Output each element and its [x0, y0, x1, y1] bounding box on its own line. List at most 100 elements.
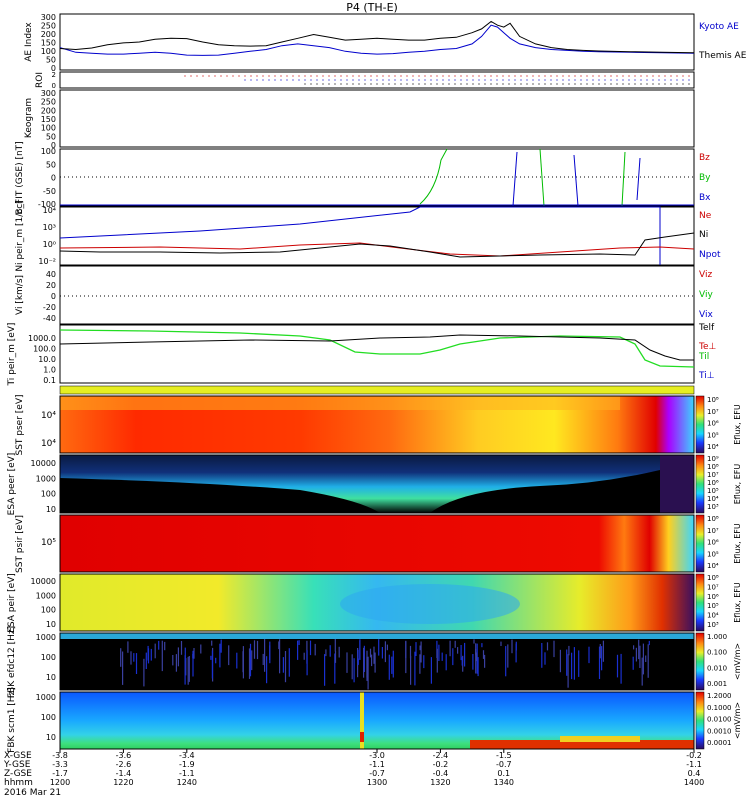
x-tick-label: 1400: [684, 778, 704, 787]
fbk-e-streak: [329, 645, 331, 657]
roi-dot: [376, 83, 378, 85]
fbk-e-streak: [122, 651, 124, 685]
colorbar-esa-e: [695, 454, 705, 514]
sst-i-ylabel: SST psir [eV]: [15, 515, 25, 573]
roi-dot: [628, 75, 630, 77]
fbk-e-streak: [177, 647, 179, 667]
roi-dot: [646, 79, 648, 81]
roi-dot: [286, 79, 288, 81]
fbk-e-streak: [187, 656, 189, 685]
fbk-e-streak: [420, 641, 422, 663]
colorbar-tick: 10⁶: [707, 593, 719, 601]
bfit-legend-bx: Bx: [699, 193, 711, 203]
roi-dot: [490, 79, 492, 81]
fbk-e-streak: [484, 654, 486, 668]
ae-tick: 0: [51, 64, 56, 73]
ni-tick: 10⁻²: [38, 257, 56, 266]
roi-dot: [496, 83, 498, 85]
roi-dot: [502, 83, 504, 85]
fbk-e-streak: [635, 647, 637, 662]
sst-e-frame: [59, 395, 695, 454]
roi-dot: [250, 79, 252, 81]
colorbar-tick: 0.0001: [707, 739, 732, 747]
fbk-e-streak: [309, 640, 312, 656]
roi-dot: [628, 79, 630, 81]
bfit-by-spike-2: [621, 151, 626, 207]
fbk-e-streak: [460, 645, 462, 661]
roi-dot: [568, 75, 570, 77]
fbk-e-streak: [264, 639, 266, 672]
roi-dot: [424, 83, 426, 85]
fbk-e-streak: [392, 650, 394, 678]
roi-dot: [400, 79, 402, 81]
roi-dot: [448, 83, 450, 85]
fbk-e-streak: [219, 643, 221, 668]
fbk-e-streak: [282, 657, 284, 673]
fbk-e-streak: [423, 655, 425, 669]
fbk-e-streak: [409, 645, 412, 659]
x-tick-label: -3.3: [52, 760, 68, 769]
roi-dot: [328, 83, 330, 85]
roi-dot: [604, 79, 606, 81]
roi-dot: [442, 79, 444, 81]
fbk-e-streak: [145, 652, 147, 669]
x-tick-label: -1.4: [116, 769, 132, 778]
sst-i-tick-1: 10⁵: [41, 538, 56, 548]
fbk-e-top-band: [60, 633, 694, 639]
ae-tick: 100: [41, 47, 56, 56]
vi-legend-viy: Viy: [699, 290, 713, 300]
roi-dot: [328, 75, 330, 77]
roi-dot: [640, 83, 642, 85]
fbk-e-streak: [601, 646, 603, 671]
bfit-bx-spike-1: [512, 151, 518, 207]
colorbar-tick: 10⁹: [707, 455, 719, 463]
fbk-e-streak: [505, 646, 507, 677]
roi-dot: [466, 83, 468, 85]
colorbar-tick: 10³: [707, 503, 719, 511]
fbk-e-streak: [388, 654, 390, 680]
ae-series-lines: [59, 20, 695, 56]
colorbar-tick: 1.000: [707, 633, 727, 641]
ae-legend-themis: Themis AE: [698, 51, 747, 61]
roi-dot: [622, 75, 624, 77]
fbk-e-streak: [192, 653, 194, 659]
ni-tick: 10⁴: [43, 206, 56, 215]
roi-dot: [436, 83, 438, 85]
roi-dot: [304, 75, 306, 77]
roi-dot: [454, 79, 456, 81]
fbk-e-streak: [573, 647, 575, 680]
fbk-b-late-band: [470, 740, 694, 749]
roi-dot: [364, 79, 366, 81]
fbk-e-streak: [419, 654, 421, 674]
sst-e-ylabel: SST pser [eV]: [15, 394, 25, 455]
roi-dot: [364, 83, 366, 85]
fbk-e-streak: [381, 647, 383, 659]
colorbar-tick: 10⁸: [707, 396, 719, 404]
sst-e-tick-1: 10⁴: [41, 411, 56, 421]
keogram-tick: 200: [41, 106, 56, 115]
ni-tick: 10³: [43, 223, 56, 232]
colorbar-tick: 10⁴: [707, 495, 719, 503]
x-tick-label: -1.1: [686, 760, 702, 769]
roi-dot: [676, 75, 678, 77]
roi-dot: [568, 83, 570, 85]
roi-dot: [448, 79, 450, 81]
roi-dot: [574, 75, 576, 77]
colorbar-tick: 10³: [707, 621, 719, 629]
fbk-e-streak: [391, 656, 393, 674]
fbk-e-streak: [374, 652, 376, 673]
roi-dot: [586, 83, 588, 85]
vi-tick: 40: [46, 270, 56, 279]
fbk-e-streak: [546, 642, 549, 651]
fbk-e-streak: [135, 653, 138, 674]
fbk-e-streak: [602, 640, 604, 662]
roi-dot: [598, 79, 600, 81]
roi-dot: [538, 83, 540, 85]
fbk-e-streak: [438, 644, 440, 661]
roi-dot: [490, 83, 492, 85]
sst-i-spectrogram: [60, 515, 694, 572]
vi-tick: -20: [43, 303, 56, 312]
esa-i-tick: 10: [46, 620, 56, 629]
